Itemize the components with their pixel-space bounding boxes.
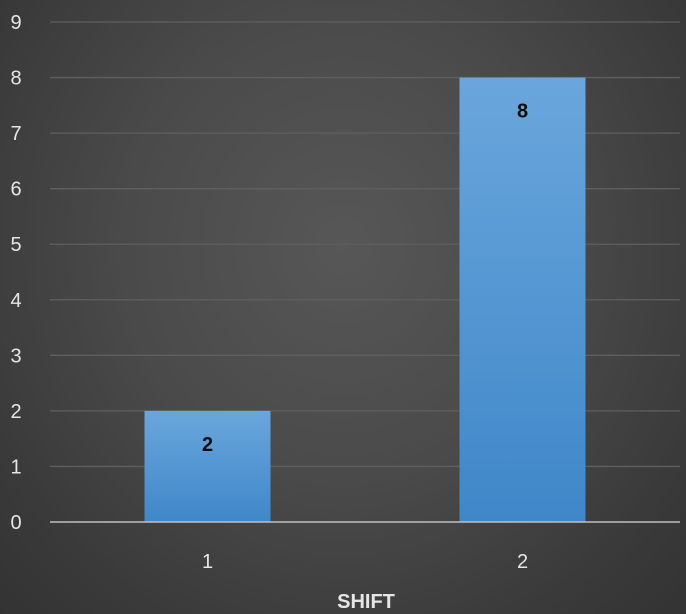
data-labels: 28 <box>202 101 528 456</box>
y-tick-label-8: 8 <box>10 68 21 90</box>
x-tick-label-1: 1 <box>202 551 213 573</box>
y-tick-label-0: 0 <box>10 512 21 534</box>
y-tick-label-7: 7 <box>10 123 21 145</box>
x-tick-label-2: 2 <box>517 551 528 573</box>
y-tick-label-1: 1 <box>10 456 21 478</box>
bars <box>144 77 586 523</box>
bar-2 <box>459 77 586 523</box>
y-tick-label-4: 4 <box>10 290 21 312</box>
y-tick-label-6: 6 <box>10 179 21 201</box>
y-tick-label-9: 9 <box>10 12 21 34</box>
bar-1 <box>144 410 271 522</box>
x-axis-title: SHIFT <box>337 591 395 613</box>
data-label-2: 8 <box>517 101 528 123</box>
data-label-1: 2 <box>202 434 213 456</box>
y-tick-label-2: 2 <box>10 401 21 423</box>
y-axis-ticks: 0 1 2 3 4 5 6 7 8 9 <box>10 12 21 534</box>
y-tick-label-5: 5 <box>10 234 21 256</box>
y-tick-label-3: 3 <box>10 345 21 367</box>
